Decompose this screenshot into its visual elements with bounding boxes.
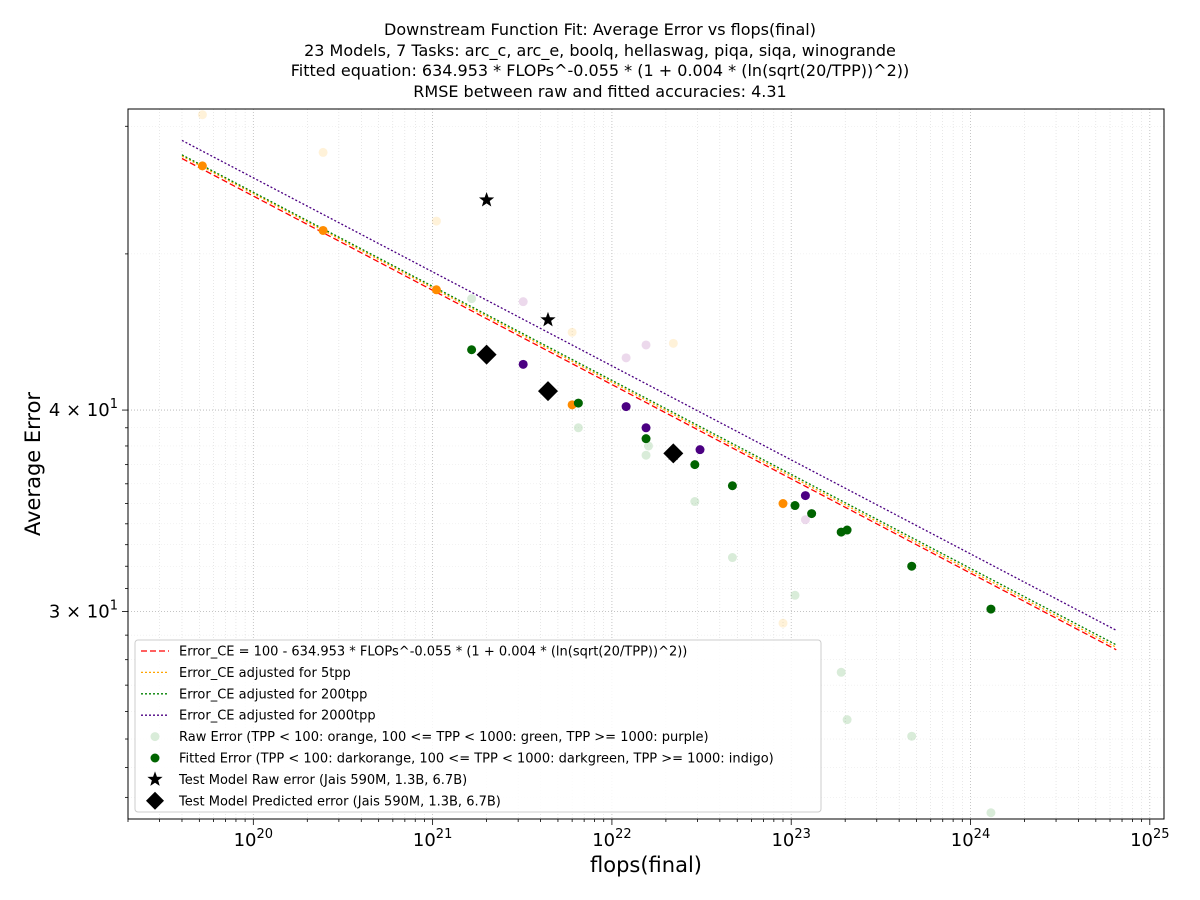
raw-error-point xyxy=(573,423,583,433)
fitted-error-point xyxy=(986,604,996,614)
test-predicted-diamond xyxy=(537,381,558,402)
raw-error-point xyxy=(800,515,810,525)
chart-title-line-3: Fitted equation: 634.953 * FLOPs^-0.055 … xyxy=(290,61,910,80)
fitted-error-point xyxy=(467,345,477,355)
x-tick-label-base: 10 xyxy=(771,830,794,851)
fitted-error-point xyxy=(621,402,631,412)
raw-error-point xyxy=(518,297,528,307)
legend: Error_CE = 100 - 634.953 * FLOPs^-0.055 … xyxy=(134,639,822,813)
raw-error-point xyxy=(907,731,917,741)
raw-error-point xyxy=(197,110,207,120)
raw-error-point xyxy=(641,340,651,350)
x-tick-label-exponent: 21 xyxy=(436,827,453,842)
raw-error-point xyxy=(668,338,678,348)
fitted-error-point xyxy=(690,460,700,470)
x-tick-label-base: 10 xyxy=(413,830,436,851)
legend-label: Fitted Error (TPP < 100: darkorange, 100… xyxy=(179,752,774,767)
raw-error-point xyxy=(567,327,577,337)
test-predicted-diamond xyxy=(476,344,497,365)
x-tick-label-exponent: 22 xyxy=(615,827,632,842)
y-tick-label: 4 × 101 xyxy=(49,397,118,421)
y-tick-label-exponent: 1 xyxy=(110,598,118,613)
raw-error-point xyxy=(621,353,631,363)
fitted-error-point xyxy=(518,359,528,369)
fitted-error-point xyxy=(727,481,737,491)
test-raw-star xyxy=(665,445,681,460)
raw-error-point xyxy=(986,808,996,818)
x-tick-label: 1021 xyxy=(413,827,452,851)
y-tick-label: 3 × 101 xyxy=(49,598,118,622)
fitted-error-point xyxy=(778,499,788,509)
x-tick-label-base: 10 xyxy=(1130,830,1153,851)
fitted-error-point xyxy=(431,285,441,295)
x-tick-label: 1020 xyxy=(234,827,273,851)
raw-error-point xyxy=(778,618,788,628)
chart-title-block: Downstream Function Fit: Average Error v… xyxy=(0,20,1200,102)
chart-title-line-2: 23 Models, 7 Tasks: arc_c, arc_e, boolq,… xyxy=(304,40,896,60)
fitted-error-point xyxy=(318,225,328,235)
x-tick-label-base: 10 xyxy=(951,830,974,851)
raw-error-point xyxy=(790,590,800,600)
x-tick-label: 1024 xyxy=(951,827,990,851)
raw-error-point xyxy=(431,216,441,226)
fitted-error-point xyxy=(695,445,705,455)
fitted-error-point xyxy=(573,398,583,408)
test-raw-star xyxy=(478,192,495,207)
fit-lines-layer xyxy=(181,139,1117,651)
fitted-error-point xyxy=(790,501,800,511)
legend-label: Error_CE = 100 - 634.953 * FLOPs^-0.055 … xyxy=(179,645,687,660)
raw-error-point xyxy=(641,450,651,460)
points-layer xyxy=(197,110,996,818)
x-tick-label-exponent: 24 xyxy=(974,827,991,842)
raw-error-point xyxy=(644,441,654,451)
legend-diamond-handle xyxy=(146,791,164,810)
x-tick-label: 1022 xyxy=(592,827,631,851)
y-axis-label: Average Error xyxy=(21,392,45,536)
fitted-error-point xyxy=(641,434,651,444)
chart-title-line-1: Downstream Function Fit: Average Error v… xyxy=(384,20,816,39)
legend-fitted-handle xyxy=(150,753,160,763)
legend-raw-handle xyxy=(150,732,160,742)
x-tick-label-base: 10 xyxy=(234,830,257,851)
legend-star-handle xyxy=(147,771,163,786)
y-tick-label-base: 3 × 10 xyxy=(49,601,110,622)
plot-frame xyxy=(127,108,1165,820)
x-tick-label-exponent: 23 xyxy=(794,827,811,842)
raw-error-point xyxy=(842,715,852,725)
x-axis-label: flops(final) xyxy=(590,853,702,877)
raw-error-point xyxy=(690,497,700,507)
legend-label: Error_CE adjusted for 200tpp xyxy=(179,687,367,702)
fitted-error-point xyxy=(800,491,810,501)
y-tick-label-exponent: 1 xyxy=(110,397,118,412)
x-tick-label-exponent: 20 xyxy=(257,827,274,842)
raw-error-point xyxy=(727,553,737,563)
fitted-error-point xyxy=(807,509,817,519)
fit-line-3 xyxy=(181,139,1117,631)
x-tick-label: 1025 xyxy=(1130,827,1169,851)
fitted-error-point xyxy=(907,561,917,571)
test-raw-star xyxy=(540,311,556,327)
x-tick-label: 1023 xyxy=(771,827,810,851)
chart-title-line-4: RMSE between raw and fitted accuracies: … xyxy=(413,81,787,101)
legend-box xyxy=(134,639,822,813)
legend-label: Test Model Predicted error (Jais 590M, 1… xyxy=(178,794,501,809)
raw-error-point xyxy=(318,147,328,157)
legend-label: Raw Error (TPP < 100: orange, 100 <= TPP… xyxy=(179,730,709,745)
fit-line-0 xyxy=(181,157,1117,651)
fitted-error-point xyxy=(842,525,852,535)
legend-label: Error_CE adjusted for 2000tpp xyxy=(179,709,376,724)
fitted-error-point xyxy=(197,161,207,171)
legend-label: Test Model Raw error (Jais 590M, 1.3B, 6… xyxy=(178,773,467,788)
x-tick-label-exponent: 25 xyxy=(1153,827,1170,842)
raw-error-point xyxy=(836,667,846,677)
x-tick-label-base: 10 xyxy=(592,830,615,851)
fitted-error-point xyxy=(641,423,651,433)
y-tick-label-base: 4 × 10 xyxy=(49,400,110,421)
legend-label: Error_CE adjusted for 5tpp xyxy=(179,666,351,681)
raw-error-point xyxy=(467,294,477,304)
